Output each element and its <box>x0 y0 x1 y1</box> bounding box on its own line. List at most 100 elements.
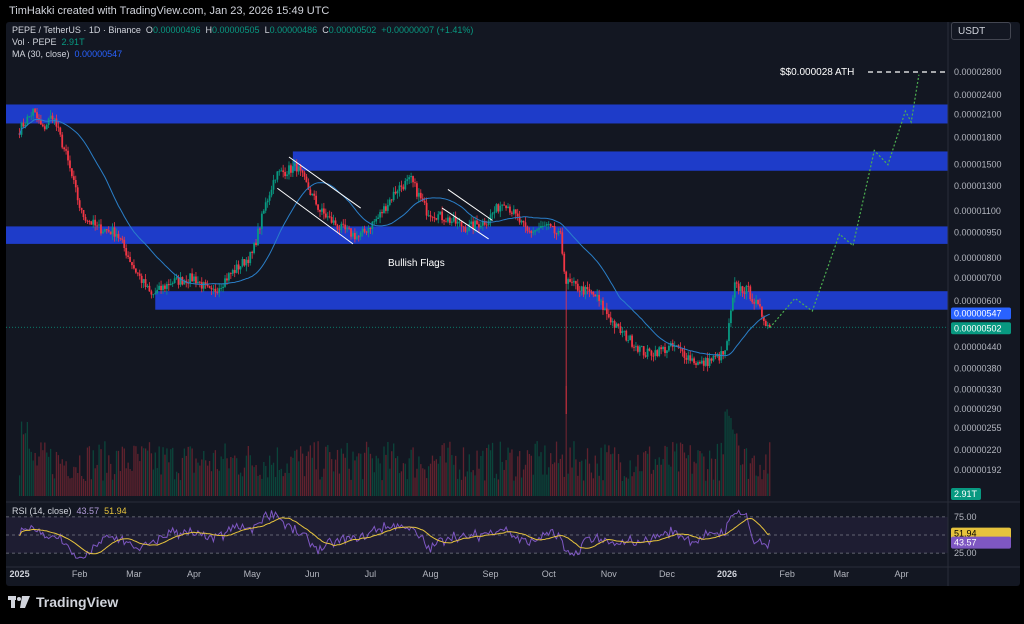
rsi-label: RSI (14, close) <box>12 506 72 516</box>
volume-bar <box>625 477 627 496</box>
supply-zone <box>6 104 948 124</box>
volume-bar <box>234 455 236 496</box>
volume-bar <box>402 463 405 496</box>
candle-body <box>540 225 542 229</box>
volume-bar <box>303 476 306 496</box>
candle-body <box>375 218 378 222</box>
supply-zone <box>292 151 948 171</box>
candle-body <box>96 225 98 227</box>
volume-bar <box>656 464 658 496</box>
volume-bar <box>358 453 360 496</box>
candle-body <box>718 353 721 361</box>
ma-price-badge: 0.00000547 <box>954 309 1002 319</box>
candle-body <box>551 225 554 227</box>
flag-line-lower <box>441 207 489 240</box>
candle-body <box>123 239 126 248</box>
volume-bar <box>501 461 503 496</box>
volume-bar <box>394 458 397 496</box>
tradingview-logo[interactable]: TradingView <box>8 594 118 610</box>
candle-body <box>487 220 490 225</box>
volume-bar <box>710 458 713 496</box>
volume-bar <box>596 463 598 496</box>
volume-bar <box>398 473 401 496</box>
volume-bar <box>317 441 319 496</box>
rsi-ma-line <box>19 517 770 555</box>
candle-body <box>687 355 690 360</box>
candle-body <box>241 259 244 267</box>
flag-line-lower <box>277 187 354 245</box>
candle-body <box>385 206 387 211</box>
candle-body <box>262 210 265 214</box>
volume-bar <box>586 448 589 496</box>
volume-bar <box>751 458 753 496</box>
candle-body <box>582 286 585 295</box>
candle-body <box>656 350 659 357</box>
volume-bar <box>482 450 484 496</box>
candle-body <box>441 211 444 221</box>
volume-bar <box>406 479 408 496</box>
volume-bar <box>123 448 125 496</box>
candle-body <box>456 221 459 224</box>
candle-body <box>69 160 71 169</box>
candle-body <box>532 231 535 233</box>
candle-body <box>353 232 356 240</box>
volume-bar <box>606 452 608 496</box>
volume-bar <box>255 465 257 496</box>
candle-body <box>53 118 56 120</box>
candle-body <box>162 285 164 291</box>
candle-body <box>755 299 758 304</box>
volume-bar <box>154 452 156 496</box>
candle-body <box>74 180 77 188</box>
volume-bar <box>28 448 30 496</box>
candle-body <box>260 213 263 229</box>
volume-badge-bg <box>951 488 981 500</box>
volume-bar <box>619 462 622 496</box>
volume-bar <box>319 479 321 496</box>
candle-body <box>301 170 304 173</box>
candle-body <box>245 259 248 266</box>
volume-bar <box>92 450 94 496</box>
ohlc-h-label: H <box>205 25 213 35</box>
candle-body <box>321 208 323 212</box>
volume-bar <box>146 450 149 496</box>
volume-bar <box>164 454 166 496</box>
volume-bar <box>88 446 91 496</box>
price-tick-label: 0.00002400 <box>954 90 1002 100</box>
candle-body <box>600 300 602 302</box>
candle-body <box>642 346 645 356</box>
volume-bar <box>598 475 600 496</box>
ohlc-c-label: C <box>322 25 329 35</box>
volume-bar <box>300 446 302 496</box>
volume-bar <box>125 468 127 496</box>
candle-body <box>195 276 197 284</box>
ma-label: MA (30, close) <box>12 49 70 59</box>
candle-body <box>578 290 581 292</box>
candle-body <box>274 179 277 181</box>
candle-body <box>412 176 414 183</box>
candle-body <box>468 223 471 231</box>
chart-panel[interactable]: Bullish Flags $$0.000028 ATH 0.00002800 0.… <box>6 22 1020 586</box>
volume-bar <box>681 444 684 496</box>
price-tick-label: 0.00000800 <box>954 253 1002 263</box>
candle-body <box>30 115 33 117</box>
chart-svg[interactable]: Bullish Flags$$0.000028 ATH 0.000028000.… <box>6 22 1020 586</box>
volume-bar <box>65 461 67 496</box>
candle-body <box>169 283 172 286</box>
candle-body <box>181 277 184 285</box>
volume-bar <box>340 448 343 496</box>
candle-body <box>435 218 438 220</box>
candle-body <box>466 230 469 232</box>
currency-selector[interactable]: USDT <box>951 22 1011 40</box>
volume-bar <box>48 456 50 496</box>
volume-bar <box>427 466 430 496</box>
volume-bar <box>722 454 724 496</box>
volume-bar <box>22 434 25 496</box>
volume-bar <box>745 448 748 496</box>
price-tick-label: 0.00001100 <box>954 206 1001 216</box>
candle-body <box>571 281 573 283</box>
volume-bar <box>191 448 193 496</box>
candle-body <box>229 273 232 274</box>
volume-bar <box>594 455 596 496</box>
rsi-ma-value: 51.94 <box>104 506 127 516</box>
last-price-badge-bg <box>951 322 1011 335</box>
